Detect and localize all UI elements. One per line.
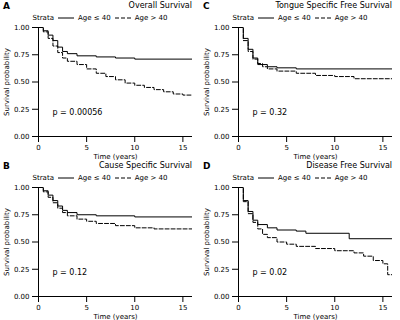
html-text:Strata: Strata — [232, 173, 254, 182]
html-text:Age > 40: Age > 40 — [334, 13, 368, 22]
html-text:Age > 40: Age > 40 — [134, 13, 168, 22]
svg-text:15: 15 — [178, 144, 187, 152]
svg-text:Time (years): Time (years) — [292, 153, 337, 161]
svg-text:0.50: 0.50 — [14, 78, 30, 86]
svg-text:5: 5 — [84, 144, 88, 152]
svg-text:0.00: 0.00 — [214, 293, 230, 301]
html-text:A: A — [3, 1, 10, 11]
html-text:Age ≤ 40: Age ≤ 40 — [277, 173, 311, 182]
svg-text:0.25: 0.25 — [14, 265, 30, 273]
svg-text:Survival probability: Survival probability — [3, 208, 11, 276]
svg-text:1.00: 1.00 — [214, 24, 230, 32]
svg-text:0.00: 0.00 — [14, 133, 30, 141]
svg-text:0.25: 0.25 — [214, 105, 230, 113]
svg-text:10: 10 — [130, 144, 139, 152]
svg-text:0.00: 0.00 — [214, 133, 230, 141]
svg-text:0.50: 0.50 — [214, 238, 230, 246]
svg-text:0: 0 — [236, 304, 240, 312]
svg-text:Survival probability: Survival probability — [3, 48, 11, 116]
html-text:Strata: Strata — [232, 13, 254, 22]
svg-text:0.75: 0.75 — [14, 211, 30, 219]
svg-text:0: 0 — [36, 144, 40, 152]
svg-text:p = 0.00056: p = 0.00056 — [53, 108, 103, 117]
svg-text:0: 0 — [36, 304, 40, 312]
html-text:Disease Free Survival: Disease Free Survival — [306, 161, 392, 170]
html-text:Age ≤ 40: Age ≤ 40 — [77, 13, 111, 22]
svg-text:Time (years): Time (years) — [92, 153, 137, 161]
svg-text:Survival probability: Survival probability — [203, 208, 211, 276]
html-text:Overall Survival: Overall Survival — [128, 1, 192, 10]
svg-text:1.00: 1.00 — [14, 24, 30, 32]
html-text:Strata: Strata — [32, 13, 54, 22]
svg-text:Survival probability: Survival probability — [203, 48, 211, 116]
html-text:B: B — [3, 161, 10, 171]
svg-text:0.75: 0.75 — [214, 51, 230, 59]
svg-text:0.75: 0.75 — [14, 51, 30, 59]
svg-text:p = 0.12: p = 0.12 — [53, 268, 88, 277]
svg-text:0.25: 0.25 — [14, 105, 30, 113]
svg-text:15: 15 — [178, 304, 187, 312]
svg-text:p = 0.02: p = 0.02 — [253, 268, 288, 277]
svg-text:5: 5 — [284, 304, 288, 312]
html-text:Strata: Strata — [32, 173, 54, 182]
svg-text:15: 15 — [378, 144, 387, 152]
html-text:Age ≤ 40: Age ≤ 40 — [77, 173, 111, 182]
html-text:D: D — [203, 161, 211, 171]
html-text:Age ≤ 40: Age ≤ 40 — [277, 13, 311, 22]
svg-text:1.00: 1.00 — [214, 184, 230, 192]
svg-text:5: 5 — [284, 144, 288, 152]
svg-text:5: 5 — [84, 304, 88, 312]
html-text:C: C — [203, 1, 210, 11]
svg-text:Time (years): Time (years) — [92, 313, 137, 320]
svg-text:Time (years): Time (years) — [292, 313, 337, 320]
svg-text:0: 0 — [236, 144, 240, 152]
svg-text:0.25: 0.25 — [214, 265, 230, 273]
svg-text:0.75: 0.75 — [214, 211, 230, 219]
svg-text:10: 10 — [330, 304, 339, 312]
svg-text:0.50: 0.50 — [214, 78, 230, 86]
svg-text:15: 15 — [378, 304, 387, 312]
svg-text:0.50: 0.50 — [14, 238, 30, 246]
svg-text:1.00: 1.00 — [14, 184, 30, 192]
html-text:Tongue Specific Free Survival: Tongue Specific Free Survival — [275, 1, 392, 10]
svg-text:10: 10 — [130, 304, 139, 312]
svg-text:0.00: 0.00 — [14, 293, 30, 301]
svg-text:10: 10 — [330, 144, 339, 152]
html-text:Age > 40: Age > 40 — [134, 173, 168, 182]
svg-text:p = 0.32: p = 0.32 — [253, 108, 288, 117]
html-text:Age > 40: Age > 40 — [334, 173, 368, 182]
html-text:Cause Specific Survival: Cause Specific Survival — [98, 161, 192, 170]
